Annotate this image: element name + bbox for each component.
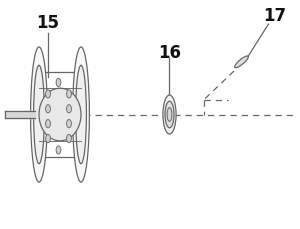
Ellipse shape	[46, 105, 50, 113]
Ellipse shape	[56, 78, 61, 87]
Ellipse shape	[67, 120, 71, 128]
Ellipse shape	[167, 108, 172, 121]
Ellipse shape	[56, 146, 61, 154]
Ellipse shape	[46, 90, 50, 98]
Ellipse shape	[235, 56, 248, 68]
Ellipse shape	[34, 65, 44, 164]
Ellipse shape	[39, 88, 81, 141]
Ellipse shape	[163, 95, 176, 134]
Text: 16: 16	[158, 44, 181, 62]
Ellipse shape	[67, 105, 71, 113]
Ellipse shape	[67, 134, 71, 143]
Ellipse shape	[46, 134, 50, 143]
Ellipse shape	[46, 120, 50, 128]
Ellipse shape	[67, 90, 71, 98]
Ellipse shape	[165, 101, 174, 128]
Ellipse shape	[76, 65, 86, 164]
Text: 15: 15	[37, 14, 59, 32]
Text: 17: 17	[263, 7, 286, 25]
Ellipse shape	[73, 47, 89, 182]
Ellipse shape	[31, 47, 47, 182]
